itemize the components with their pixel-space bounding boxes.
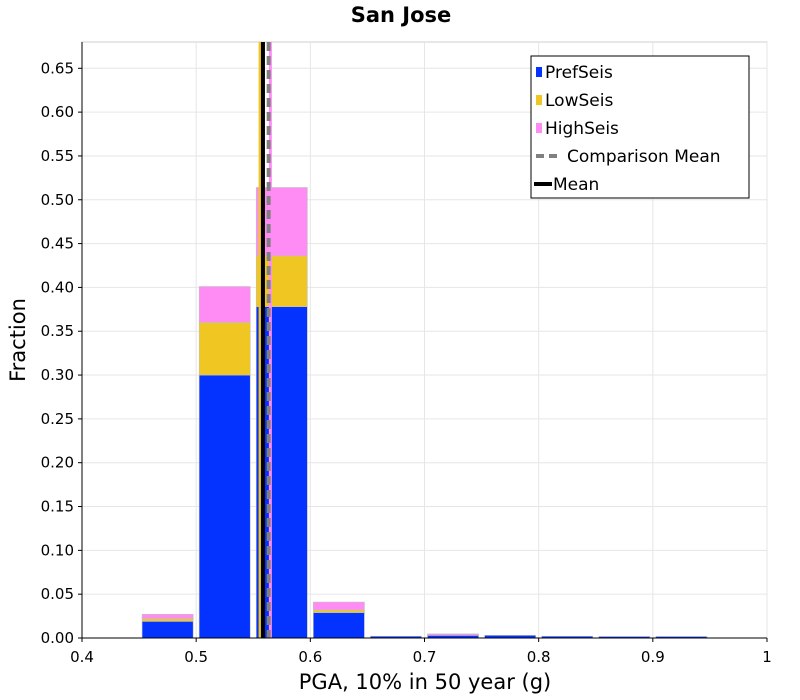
y-tick-label: 0.05 bbox=[41, 585, 74, 603]
bar-highseis bbox=[198, 286, 251, 323]
bar-prefseis bbox=[198, 374, 251, 639]
legend-label: Comparison Mean bbox=[567, 147, 721, 167]
bar-highseis bbox=[313, 601, 365, 611]
legend-label: HighSeis bbox=[545, 119, 619, 139]
mean-lines bbox=[258, 42, 272, 638]
legend-swatch bbox=[536, 67, 542, 77]
bar-highseis bbox=[427, 633, 479, 636]
y-tick-label: 0.20 bbox=[41, 454, 74, 472]
legend-swatch bbox=[536, 95, 542, 105]
bar-prefseis bbox=[141, 621, 194, 639]
y-tick-label: 0.40 bbox=[41, 278, 74, 296]
x-tick-label: 1 bbox=[762, 648, 772, 666]
y-tick-label: 0.55 bbox=[41, 147, 74, 165]
bar-lowseis bbox=[198, 322, 251, 376]
y-tick-label: 0.50 bbox=[41, 191, 74, 209]
y-tick-label: 0.15 bbox=[41, 498, 74, 516]
y-tick-label: 0.30 bbox=[41, 366, 74, 384]
y-tick-label: 0.35 bbox=[41, 322, 74, 340]
x-axis-label: PGA, 10% in 50 year (g) bbox=[299, 670, 551, 694]
bar-lowseis bbox=[313, 609, 365, 613]
x-tick-label: 0.5 bbox=[184, 648, 208, 666]
y-tick-label: 0.45 bbox=[41, 235, 74, 253]
chart-title: San Jose bbox=[351, 3, 452, 27]
y-tick-label: 0.65 bbox=[41, 59, 74, 77]
bar-prefseis bbox=[313, 612, 365, 639]
bar-lowseis bbox=[141, 618, 194, 622]
legend-label: PrefSeis bbox=[545, 63, 613, 83]
y-tick-label: 0.00 bbox=[41, 629, 74, 647]
legend-label: Mean bbox=[553, 175, 599, 195]
legend-swatch bbox=[536, 123, 542, 133]
y-tick-label: 0.60 bbox=[41, 103, 74, 121]
x-tick-label: 0.9 bbox=[641, 648, 665, 666]
legend-label: LowSeis bbox=[545, 91, 613, 111]
legend: PrefSeis LowSeis HighSeis Comparison Mean Me… bbox=[530, 55, 750, 199]
x-tick-label: 0.6 bbox=[298, 648, 322, 666]
y-tick-label: 0.10 bbox=[41, 541, 74, 559]
x-tick-label: 0.4 bbox=[70, 648, 94, 666]
y-tick-label: 0.25 bbox=[41, 410, 74, 428]
bar-highseis bbox=[141, 614, 194, 620]
legend-box bbox=[530, 55, 750, 199]
y-tick-labels: 0.00 0.05 0.10 0.15 0.20 0.25 0.30 0.35 0.40 0.45… bbox=[41, 59, 82, 647]
x-tick-label: 0.8 bbox=[527, 648, 551, 666]
y-axis-label: Fraction bbox=[6, 298, 30, 382]
x-tick-labels: 0.4 0.5 0.6 0.7 0.8 0.9 1 bbox=[70, 638, 772, 666]
x-tick-label: 0.7 bbox=[413, 648, 437, 666]
